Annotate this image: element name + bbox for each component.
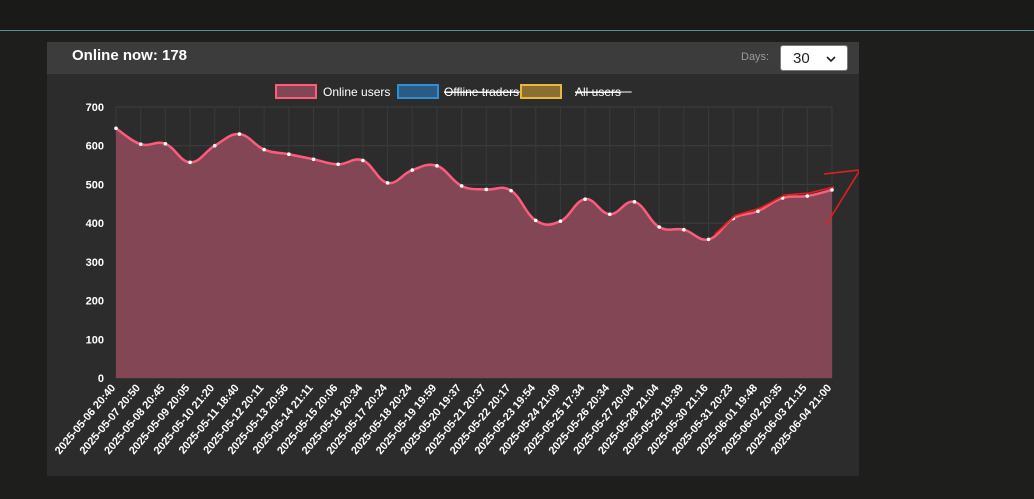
data-point [459,184,464,188]
area-layer [115,127,833,378]
data-point [287,152,291,157]
data-point [163,141,168,146]
data-point [188,160,192,165]
chart-legend: Online users Offline traders All users [275,84,632,99]
online-now-label: Online now: 178 [72,47,188,64]
data-point [212,143,217,148]
legend-label: Online users [323,85,390,99]
legend-swatch [397,84,439,99]
data-point [830,188,834,192]
legend-swatch [520,84,562,99]
data-point [706,237,711,242]
y-tick-label: 500 [86,179,104,191]
y-axis-ticks: 0 100 200 300 400 500 600 700 [86,102,104,385]
y-tick-label: 600 [86,141,104,153]
y-tick-label: 400 [86,218,104,230]
data-point [632,200,637,204]
data-point [336,162,341,167]
data-point [435,164,439,168]
chevron-down-icon [825,52,837,69]
y-tick-label: 700 [86,102,104,114]
data-point [533,218,538,223]
data-point [484,187,489,192]
data-point [509,188,513,193]
data-point [410,168,415,172]
data-point [657,225,661,229]
card-header: Online now: 178 Days: 30 [47,42,859,74]
data-point [583,197,587,201]
data-point [114,126,118,131]
y-tick-label: 0 [98,373,104,385]
online-users-area [116,128,832,378]
days-select-value: 30 [793,49,810,67]
annotation-trend-line [714,186,835,235]
days-select[interactable]: 30 [780,45,848,71]
online-users-chart: 0 100 200 300 400 500 600 700 2025-05-06 20:402… [53,84,859,457]
y-tick-label: 100 [86,334,104,346]
online-users-line [115,127,833,241]
data-point [805,194,810,198]
top-bar [0,0,1034,31]
data-point [756,209,760,213]
data-point [237,132,242,136]
y-tick-label: 300 [86,257,104,269]
y-tick-label: 200 [86,296,104,308]
data-point [607,212,612,217]
data-point [138,142,143,146]
data-point [311,157,316,162]
data-point [682,227,686,232]
annotation-arrow [823,169,859,226]
data-point [262,147,266,152]
days-label: Days: [741,51,770,63]
data-points [114,126,834,242]
data-point [558,219,563,224]
hand-drawn-annotation [714,169,859,235]
data-point [385,181,390,185]
legend-swatch [275,84,317,99]
data-point [361,158,365,163]
